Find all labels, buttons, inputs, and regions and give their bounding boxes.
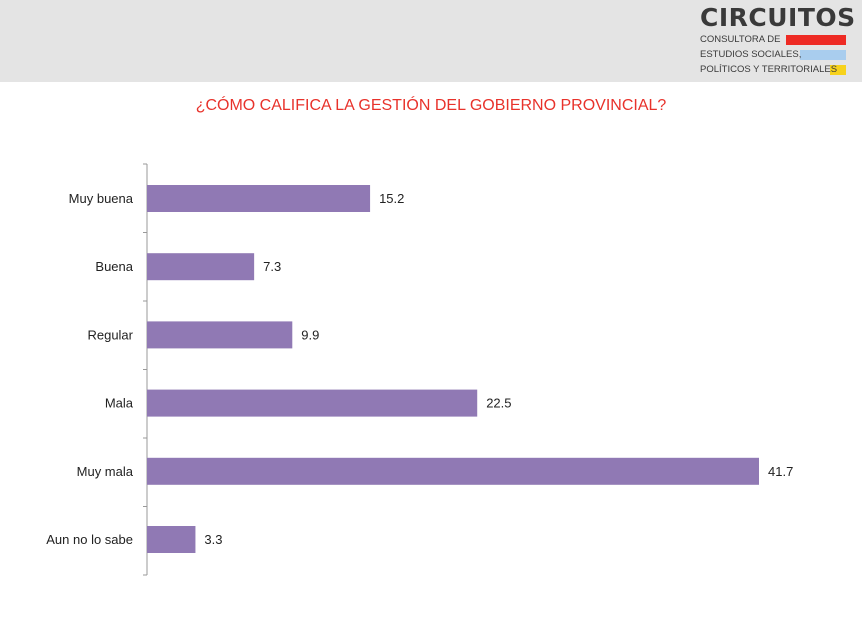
bar: [147, 457, 759, 485]
bar: [147, 321, 293, 349]
data-label: 22.5: [486, 396, 511, 411]
circuitos-logo: CIRCUITOS CONSULTORA DE ESTUDIOS SOCIALE…: [700, 4, 855, 78]
logo-subtitle-line-2: ESTUDIOS SOCIALES,: [700, 49, 802, 60]
data-label: 3.3: [204, 532, 222, 547]
category-label: Regular: [87, 327, 133, 342]
chart-title: ¿CÓMO CALIFICA LA GESTIÓN DEL GOBIERNO P…: [195, 97, 667, 114]
data-label: 41.7: [768, 464, 793, 479]
logo-yellow-stripe: [830, 65, 846, 75]
logo-blue-stripe: [800, 50, 846, 60]
category-label: Buena: [95, 259, 133, 274]
category-label: Mala: [105, 396, 134, 411]
category-label: Muy mala: [77, 464, 134, 479]
header-band: CIRCUITOS CONSULTORA DE ESTUDIOS SOCIALE…: [0, 0, 862, 82]
data-label: 7.3: [263, 259, 281, 274]
logo-subtitle-line-1: CONSULTORA DE: [700, 34, 781, 45]
logo-title: CIRCUITOS: [700, 3, 856, 32]
logo-subtitle-line-3: POLÍTICOS Y TERRITORIALES: [700, 64, 838, 75]
category-label: Muy buena: [69, 191, 134, 206]
category-label: Aun no lo sabe: [46, 532, 133, 547]
data-label: 9.9: [301, 327, 319, 342]
bar: [147, 526, 196, 553]
bar: [147, 185, 371, 212]
bar: [147, 253, 255, 281]
data-label: 15.2: [379, 191, 404, 206]
logo-red-stripe: [786, 35, 846, 45]
bar: [147, 389, 478, 417]
